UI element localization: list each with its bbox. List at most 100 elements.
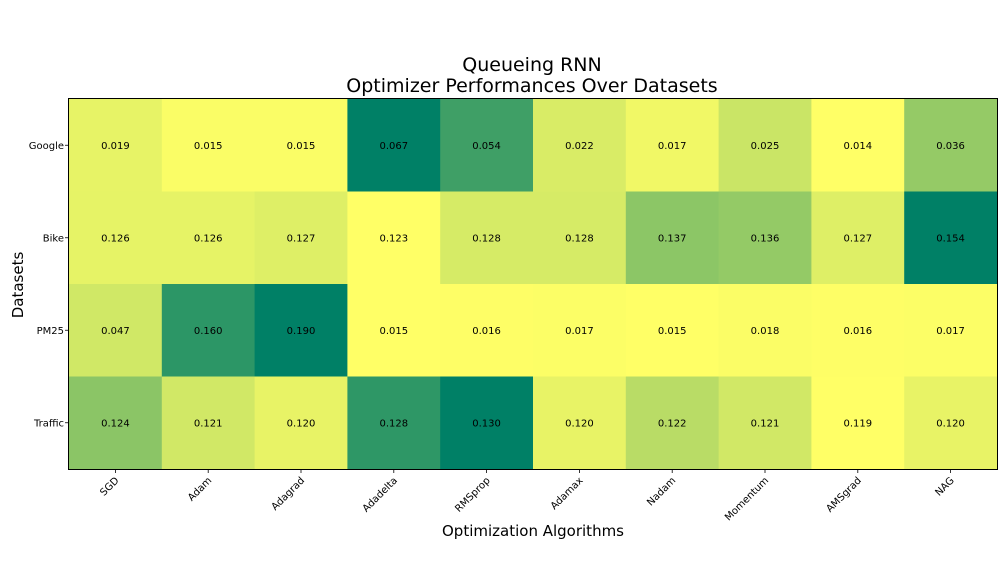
heatmap-cell (254, 284, 348, 377)
heatmap-cell (904, 191, 998, 285)
heatmap-cell (811, 191, 905, 285)
heatmap-cell (533, 191, 627, 285)
x-tick-label: Adam (186, 475, 214, 503)
heatmap-cell (625, 191, 720, 285)
cell-value-label: 0.120 (936, 418, 965, 429)
heatmap-cell (254, 191, 348, 285)
cell-value-label: 0.190 (287, 326, 316, 337)
heatmap-cell (69, 284, 163, 377)
y-tick-label: Google (29, 141, 64, 152)
heatmap-cell (347, 191, 441, 285)
y-tick-label: Bike (43, 233, 64, 244)
cell-value-label: 0.121 (194, 418, 223, 429)
cell-value-label: 0.015 (379, 326, 408, 337)
heatmap-cell (347, 284, 441, 377)
heatmap-cell (440, 284, 534, 377)
heatmap-cell-labels: 0.019 0.015 0.015 0.067 0.054 0.022 0.017 0.025… (101, 141, 965, 430)
cell-value-label: 0.015 (287, 141, 316, 152)
heatmap-cell (440, 191, 534, 285)
cell-value-label: 0.126 (194, 233, 223, 244)
cell-value-label: 0.121 (751, 418, 780, 429)
cell-value-label: 0.160 (194, 326, 223, 337)
cell-value-label: 0.054 (472, 141, 501, 152)
cell-value-label: 0.136 (751, 233, 780, 244)
cell-value-label: 0.130 (472, 418, 501, 429)
x-tick-label: Adamax (549, 475, 586, 512)
x-axis-ticks: SGD Adam Adagrad Adadelta RMSprop Adamax Nadam… (98, 469, 957, 523)
heatmap-cell (811, 376, 905, 470)
heatmap-cell (69, 376, 163, 470)
cell-value-label: 0.123 (379, 233, 408, 244)
heatmap-cells (69, 99, 998, 470)
x-tick-label: AMSgrad (824, 475, 863, 514)
cell-value-label: 0.120 (565, 418, 594, 429)
cell-value-label: 0.137 (658, 233, 687, 244)
cell-value-label: 0.047 (101, 326, 130, 337)
x-tick-label: NAG (933, 475, 956, 498)
heatmap-cell (533, 284, 627, 377)
cell-value-label: 0.127 (843, 233, 872, 244)
cell-value-label: 0.128 (379, 418, 408, 429)
heatmap-cell (533, 376, 627, 470)
heatmap-cell (69, 191, 163, 285)
heatmap-cell (718, 376, 812, 470)
heatmap-cell (625, 99, 720, 192)
cell-value-label: 0.122 (658, 418, 687, 429)
chart-subtitle: Optimizer Performances Over Datasets (346, 75, 717, 97)
heatmap-cell (254, 376, 348, 470)
cell-value-label: 0.019 (101, 141, 130, 152)
cell-value-label: 0.025 (751, 141, 780, 152)
cell-value-label: 0.016 (843, 326, 872, 337)
cell-value-label: 0.154 (936, 233, 965, 244)
heatmap-cell (533, 99, 627, 192)
cell-value-label: 0.128 (565, 233, 594, 244)
heatmap-cell (254, 99, 348, 192)
y-tick-label: PM25 (37, 326, 64, 337)
cell-value-label: 0.126 (101, 233, 130, 244)
plot-frame (68, 98, 998, 470)
x-tick-label: Momentum (723, 475, 771, 523)
heatmap-cell (347, 99, 441, 192)
heatmap-cell (625, 376, 720, 470)
cell-value-label: 0.036 (936, 141, 965, 152)
heatmap-cell (161, 191, 256, 285)
heatmap-cell (718, 284, 812, 377)
x-tick-label: Nadam (645, 475, 678, 508)
heatmap-cell (161, 99, 256, 192)
heatmap-cell (718, 191, 812, 285)
cell-value-label: 0.015 (194, 141, 223, 152)
x-tick-label: SGD (98, 475, 121, 498)
cell-value-label: 0.016 (472, 326, 501, 337)
chart-title: Queueing RNN (462, 54, 601, 76)
heatmap-cell (625, 284, 720, 377)
cell-value-label: 0.127 (287, 233, 316, 244)
cell-value-label: 0.017 (565, 326, 594, 337)
heatmap-cell (904, 376, 998, 470)
y-tick-label: Traffic (33, 418, 64, 429)
cell-value-label: 0.119 (843, 418, 872, 429)
heatmap-cell (69, 99, 163, 192)
heatmap-cell (347, 376, 441, 470)
heatmap-cell (811, 99, 905, 192)
cell-value-label: 0.128 (472, 233, 501, 244)
y-axis-label: Datasets (9, 252, 27, 319)
heatmap-cell (161, 284, 256, 377)
cell-value-label: 0.018 (751, 326, 780, 337)
heatmap-cell (718, 99, 812, 192)
cell-value-label: 0.014 (843, 141, 872, 152)
cell-value-label: 0.017 (936, 326, 965, 337)
heatmap-cell (904, 99, 998, 192)
cell-value-label: 0.015 (658, 326, 687, 337)
heatmap-cell (440, 99, 534, 192)
heatmap-cell (811, 284, 905, 377)
x-tick-label: Adadelta (361, 475, 400, 514)
heatmap-cell (904, 284, 998, 377)
cell-value-label: 0.022 (565, 141, 594, 152)
cell-value-label: 0.017 (658, 141, 687, 152)
cell-value-label: 0.124 (101, 418, 130, 429)
x-tick-label: Adagrad (270, 475, 308, 513)
cell-value-label: 0.067 (379, 141, 408, 152)
heatmap-cell (161, 376, 256, 470)
y-axis-ticks: Google Bike PM25 Traffic (29, 141, 69, 429)
